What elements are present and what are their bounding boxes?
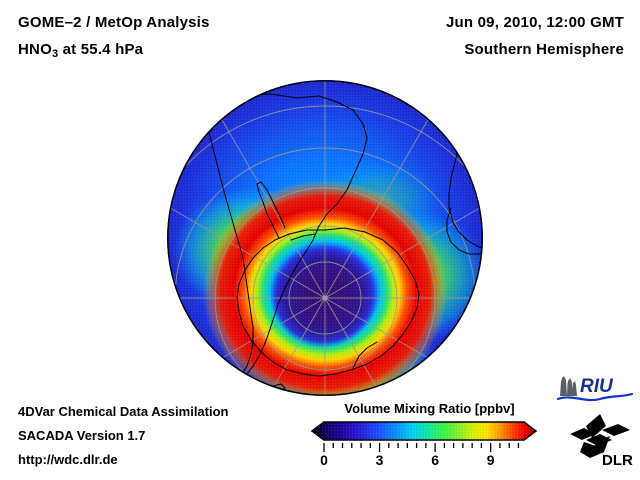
dlr-wordmark: DLR [602,452,633,468]
graticule [167,80,483,396]
datetime-label: Jun 09, 2010, 12:00 GMT [445,14,624,31]
footer-line-assimilation: 4DVar Chemical Data Assimilation [18,404,229,419]
colorbar-title: Volume Mixing Ratio [ppbv] [344,401,515,416]
polar-map [167,80,483,396]
coastline-weddell-sea [290,233,316,241]
globe-limb [167,80,483,396]
coastline-antarctica [236,227,420,377]
map-field [167,80,483,396]
coastline-tierra-del-fuego [230,379,256,396]
coastline-africa-south [446,207,483,255]
riu-logo: RIU [556,372,634,404]
colorbar-tick-label: 6 [431,452,440,468]
colorbar-tick-label: 0 [320,452,328,468]
coastline-south-america-east [200,93,368,387]
coastline-south-america-west [200,107,254,387]
footer-line-url[interactable]: http://wdc.dlr.de [18,452,118,467]
coastline-antarctic-peninsula [256,181,286,239]
colorbar-tick-labels: 0 3 6 9 [310,452,538,472]
dlr-mark-icon [570,414,630,458]
pole-marker [322,295,328,301]
page-title: GOME–2 / MetOp Analysis [18,14,210,31]
region-label: Southern Hemisphere [464,41,624,58]
riu-wave-icon [556,392,634,402]
species-level-title: HNO3 at 55.4 hPa [18,41,144,60]
dlr-logo: DLR [566,412,634,468]
colorbar-dither [312,422,536,440]
coastline-ross-sea [352,341,378,369]
species-level-text: at 55.4 hPa [58,41,144,58]
colorbar [310,418,538,444]
riu-wordmark: RIU [580,376,614,397]
colorbar-tick-label: 3 [375,452,384,468]
footer-line-version: SACADA Version 1.7 [18,428,146,443]
colorbar-ticks [310,443,538,453]
species-formula-subscript: 3 [51,48,59,60]
species-formula-prefix: HNO [18,41,52,58]
riu-tower-icon [560,376,577,396]
colorbar-tick-label: 9 [486,452,495,468]
